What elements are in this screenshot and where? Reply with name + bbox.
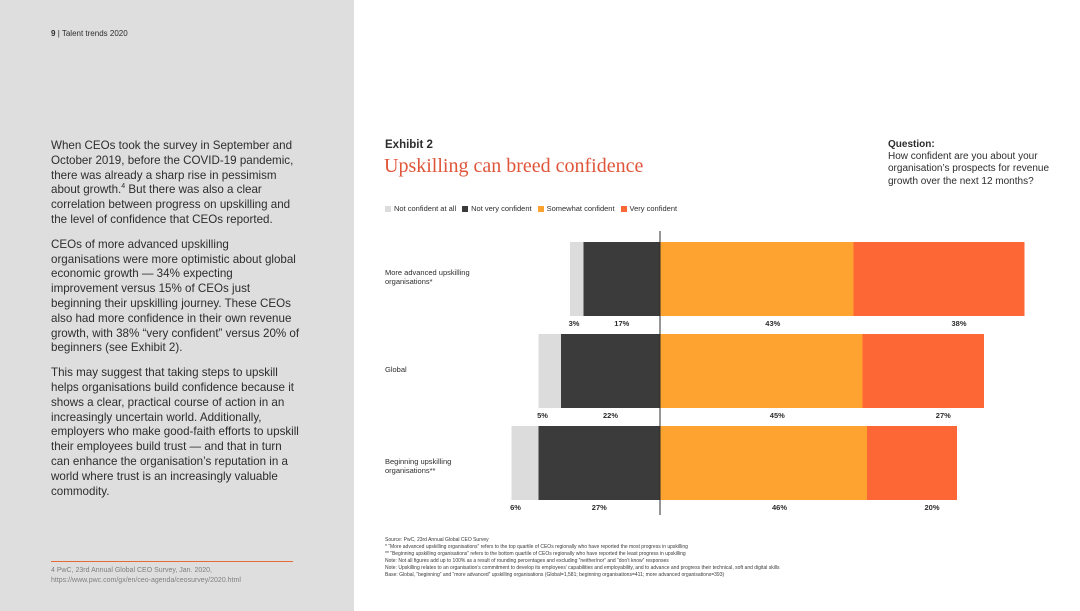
data-label: 17% [614,319,629,328]
data-label: 27% [592,503,607,512]
left-text-panel: 9 | Talent trends 2020 When CEOs took th… [0,0,354,611]
bar-segment [570,242,584,316]
source-note-line: ** “Beginning upskilling organisations” … [385,551,686,558]
data-label: 38% [951,319,966,328]
data-label: 43% [765,319,780,328]
source-note-line: Base: Global, “beginning” and “more adva… [385,572,725,579]
legend-item: Very confident [620,204,678,213]
running-head-separator: | [57,29,60,38]
data-label: 27% [936,411,951,420]
legend-item: Not confident at all [385,204,456,213]
footnote-divider [51,561,293,562]
running-head: 9 | Talent trends 2020 [51,29,128,38]
data-label: 45% [770,411,785,420]
data-label: 3% [569,319,580,328]
bar-segment [862,334,984,408]
bar-segment [583,242,660,316]
bar-segment [660,334,863,408]
category-label: Global [385,365,407,374]
legend-label: Not confident at all [394,204,457,213]
paragraph-1-text-cont: But there was also a clear correlation b… [51,183,291,226]
category-label: Beginning upskilling organisations** [385,457,452,475]
data-label: 20% [924,503,939,512]
data-label: 46% [772,503,787,512]
exhibit-title: Upskilling can breed confidence [384,155,644,177]
data-label: 6% [510,503,521,512]
footnote-marker: 4 [121,183,126,191]
footnote-url[interactable]: https://www.pwc.com/gx/en/ceo-agenda/ceo… [51,576,241,584]
category-label: More advanced upskilling organisations* [385,268,470,286]
bar-segment [538,334,561,408]
bar-segment [867,426,957,500]
exhibit-label: Exhibit 2 [385,139,433,151]
footnote: 4 PwC, 23rd Annual Global CEO Survey, Ja… [51,566,301,585]
page-number: 9 [51,29,56,38]
survey-question: Question: How confident are you about yo… [888,139,1053,188]
chart-legend: Not confident at all Not very confident So… [385,204,683,213]
paragraph-3: This may suggest that taking steps to up… [51,366,299,498]
bar-segment [660,426,867,500]
question-label: Question: [888,139,935,150]
source-note-line: Note: Not all figures add up to 100% as … [385,558,669,565]
legend-label: Somewhat confident [546,204,615,213]
paragraph-1: When CEOs took the survey in September a… [51,139,301,228]
paragraph-1-text: When CEOs took the survey in September a… [51,139,294,197]
bar-segment [660,242,854,316]
legend-swatch [537,205,544,212]
legend-label: Very confident [629,204,678,213]
bar-segment [561,334,660,408]
bar-segment [511,426,539,500]
bar-segment [538,426,660,500]
legend-label: Not very confident [471,204,532,213]
chart-sources-notes: Source: PwC, 23rd Annual Global CEO Surv… [385,537,1065,580]
data-label: 22% [603,411,618,420]
source-note-line: Source: PwC, 23rd Annual Global CEO Surv… [385,537,489,543]
data-label: 5% [537,411,548,420]
legend-swatch [385,205,391,212]
legend-item: Not very confident [462,204,532,213]
source-note-line: Note: Upskilling relates to an organisat… [385,565,780,572]
bar-segment [853,242,1025,316]
publication-title: Talent trends 2020 [61,29,128,38]
footnote-text: 4 PwC, 23rd Annual Global CEO Survey, Ja… [51,567,212,574]
legend-swatch [462,205,469,212]
legend-item: Somewhat confident [537,204,615,213]
paragraph-2: CEOs of more advanced upskilling organis… [51,237,300,355]
legend-swatch [620,205,627,212]
question-text: How confident are you about your organis… [888,151,1050,187]
body-text: When CEOs took the survey in September a… [51,139,301,509]
source-note-line: * “More advanced upskilling organisation… [385,544,688,551]
